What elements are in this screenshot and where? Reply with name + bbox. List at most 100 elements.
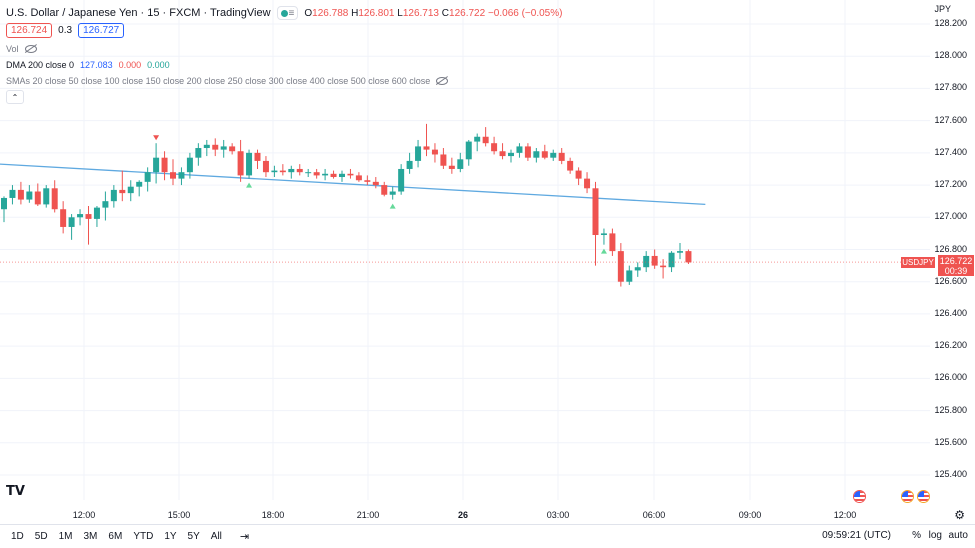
auto-toggle[interactable]: auto [948,530,968,541]
price-tick-label: 128.200 [934,18,967,28]
candle [110,185,117,208]
market-status[interactable]: ≡ [276,6,299,20]
candle-body [440,154,447,166]
price-chart[interactable] [0,0,975,524]
candle-body [550,152,557,158]
candle [254,149,261,169]
high-value: 126.801 [358,7,395,19]
range-button-3m[interactable]: 3M [83,531,98,542]
sell-signal-marker [153,135,160,141]
ask-button[interactable]: 126.727 [78,22,125,38]
candle [34,183,41,207]
candle [305,168,312,178]
price-tick-label: 126.200 [934,340,967,351]
dma-value: 127.083 [80,60,113,70]
candle [127,180,134,202]
candle [465,139,472,166]
goto-date-icon[interactable]: ⇥ [239,531,250,543]
candle [51,180,58,213]
candle [144,167,151,192]
dma-value-3: 0.000 [147,60,170,70]
percent-toggle[interactable]: % [912,530,921,541]
candle-body [634,267,641,271]
candle-body [271,170,278,173]
symbol-title[interactable]: U.S. Dollar / Japanese Yen · 15 · FXCM ·… [6,7,271,19]
buy-signal-marker [600,248,607,254]
candle [229,143,236,155]
range-button-ytd[interactable]: YTD [133,531,154,542]
candle-body [381,185,388,195]
candle-body [237,151,244,176]
smas-label[interactable]: SMAs 20 close 50 close 100 close 150 clo… [6,76,431,86]
range-button-1m[interactable]: 1M [58,531,73,542]
time-tick-label: 06:00 [642,510,666,520]
candle-body [355,175,362,181]
dma-row: DMA 200 close 0 127.083 0.000 0.000 [6,57,562,73]
candle-body [254,152,261,161]
candle [279,164,286,176]
range-button-1d[interactable]: 1D [11,531,24,542]
candle [423,123,430,157]
candle [220,139,227,158]
spread-value: 0.3 [58,24,73,36]
candle [415,139,422,168]
log-toggle[interactable]: log [928,530,942,541]
hidden-eye-icon[interactable] [436,77,449,85]
candle [651,249,658,269]
us-flag-icon[interactable] [901,490,914,503]
price-tick-label: 127.800 [934,82,967,93]
candle-body [220,146,227,150]
candle [271,165,278,178]
candle-body [465,141,472,160]
price-tick-label: 126.400 [934,307,967,318]
tradingview-logo[interactable]: TV [6,484,25,499]
candle-body [313,172,320,176]
candle-body [34,191,41,205]
candle [431,143,438,163]
candle [491,136,498,155]
currency-label[interactable]: JPY [934,4,951,14]
candle [575,167,582,186]
candle-body [448,165,455,169]
candle-body [102,201,109,208]
candle-body [457,159,464,169]
candle [330,170,337,179]
candle-body [288,168,295,173]
candle-body [668,252,675,268]
candle [533,148,540,163]
candle [550,149,557,161]
candle [634,262,641,277]
us-flag-icon[interactable] [853,490,866,503]
menu-lines-icon: ≡ [288,7,295,19]
range-button-1y[interactable]: 1Y [164,531,177,542]
range-button-all[interactable]: All [210,531,222,542]
candle [372,177,379,189]
candle [60,201,67,234]
candle-body [423,146,430,150]
candle [262,156,269,178]
candle [567,157,574,174]
range-button-6m[interactable]: 6M [108,531,123,542]
range-button-5y[interactable]: 5Y [187,531,200,542]
smas-row: SMAs 20 close 50 close 100 close 150 clo… [6,73,562,89]
hidden-eye-icon[interactable] [24,45,37,53]
candle-body [322,173,329,176]
low-value: 126.713 [402,7,439,19]
timezone-clock[interactable]: 09:59:21 (UTC) [822,530,891,541]
settings-gear-icon[interactable]: ⚙ [954,508,965,522]
dma-label[interactable]: DMA 200 close 0 [6,60,75,70]
candle [440,148,447,169]
time-tick-label: 03:00 [546,510,570,520]
us-flag-icon[interactable] [917,490,930,503]
collapse-legend-button[interactable]: ⌃ [6,90,24,104]
candle [677,243,683,260]
range-button-5d[interactable]: 5D [34,531,48,542]
candle-body [592,188,599,236]
vol-label[interactable]: Vol [6,44,19,54]
bid-button[interactable]: 126.724 [6,22,53,38]
candle [43,185,50,208]
candle-body [508,152,514,157]
candle-body [161,157,168,173]
candle-body [127,186,134,194]
time-tick-label: 09:00 [738,510,762,520]
